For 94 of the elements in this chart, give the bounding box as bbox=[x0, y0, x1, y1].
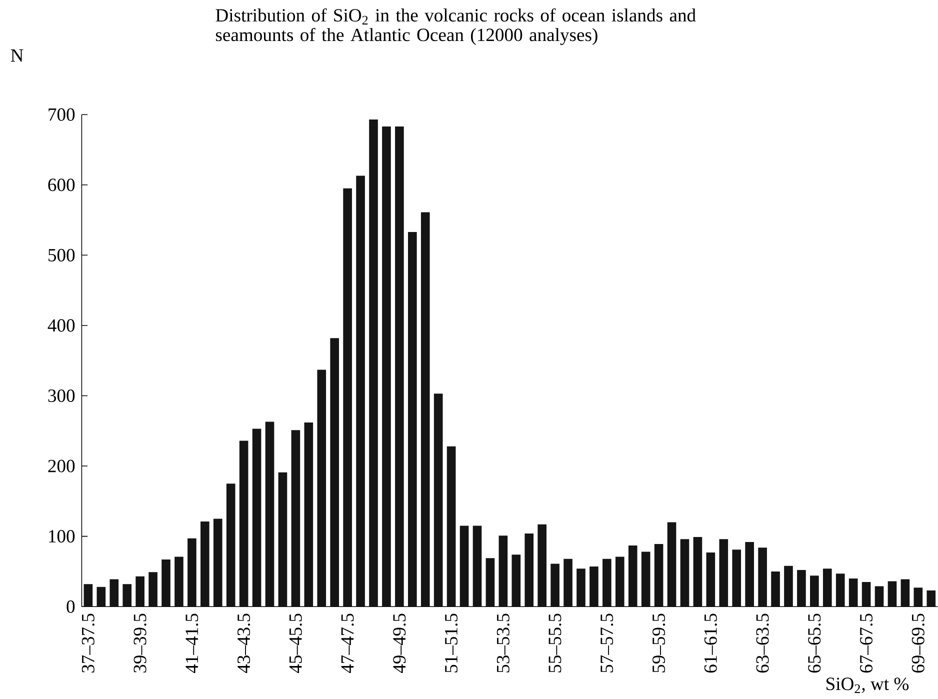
bar bbox=[590, 566, 598, 606]
bar bbox=[784, 566, 793, 606]
y-tick-label: 200 bbox=[48, 460, 75, 472]
bar bbox=[732, 549, 742, 606]
bar bbox=[265, 422, 274, 606]
bar bbox=[874, 586, 884, 606]
bar bbox=[797, 570, 806, 606]
bar bbox=[382, 126, 391, 606]
x-tick-label: 45–45.5 bbox=[289, 614, 302, 673]
bar bbox=[745, 542, 754, 606]
bar bbox=[848, 578, 858, 606]
x-tick-label: 37–37.5 bbox=[82, 614, 94, 672]
bar bbox=[304, 422, 314, 606]
bar bbox=[719, 538, 728, 606]
bar bbox=[213, 518, 222, 606]
bar bbox=[136, 576, 144, 606]
x-tick-label: 65–65.5 bbox=[808, 614, 821, 672]
y-tick-label: 500 bbox=[48, 248, 75, 262]
bar bbox=[110, 579, 119, 606]
x-tick-label: 51–51.5 bbox=[445, 614, 458, 672]
bar bbox=[836, 573, 845, 606]
y-tick-label: 600 bbox=[48, 178, 75, 191]
bar bbox=[252, 428, 262, 606]
bar bbox=[888, 581, 897, 606]
bar bbox=[356, 176, 365, 606]
bar bbox=[524, 533, 534, 606]
x-tick-label: 43–43.5 bbox=[238, 614, 250, 673]
bar bbox=[408, 232, 417, 606]
y-tick-label: 700 bbox=[48, 108, 75, 121]
bar bbox=[810, 575, 819, 606]
bar bbox=[395, 126, 404, 606]
y-tick-label: 300 bbox=[48, 389, 75, 402]
bar bbox=[174, 556, 184, 606]
bar bbox=[84, 584, 93, 606]
y-axis-title: N bbox=[10, 49, 24, 62]
y-tick-label: 0 bbox=[66, 600, 75, 613]
bar bbox=[122, 584, 132, 606]
bar bbox=[900, 579, 910, 606]
bar bbox=[434, 393, 443, 606]
bar bbox=[706, 552, 716, 606]
x-tick-label: 53–53.5 bbox=[496, 614, 510, 672]
bar bbox=[628, 545, 638, 606]
chart-title: Distribution of SiO$_{2}$ in the volcanic rocks of ocean islands and seamounts of the Atlantic Ocean (12000 analyses) bbox=[216, 8, 696, 45]
bar bbox=[291, 430, 300, 606]
bar bbox=[148, 572, 158, 606]
bar bbox=[472, 526, 482, 606]
bar bbox=[914, 587, 923, 606]
bar bbox=[317, 370, 326, 606]
x-tick-label: 69–69.5 bbox=[912, 614, 924, 672]
y-tick-label: 400 bbox=[48, 318, 75, 332]
x-tick-label: 63–63.5 bbox=[756, 614, 769, 672]
x-tick-label: 41–41.5 bbox=[186, 614, 198, 673]
bar bbox=[226, 483, 236, 606]
bar bbox=[564, 558, 572, 606]
bar bbox=[550, 564, 560, 606]
bar bbox=[369, 119, 378, 606]
x-tick-label: 55–55.5 bbox=[548, 614, 562, 672]
bar bbox=[460, 526, 469, 606]
bar bbox=[576, 568, 586, 606]
bar bbox=[343, 188, 352, 606]
x-tick-label: 61–61.5 bbox=[704, 614, 717, 672]
bar bbox=[654, 544, 664, 606]
bar bbox=[162, 559, 170, 606]
x-tick-label: 49–49.5 bbox=[393, 614, 406, 673]
bar bbox=[512, 554, 521, 606]
bar bbox=[667, 522, 676, 606]
bar bbox=[693, 536, 702, 606]
bar bbox=[486, 558, 495, 606]
bar bbox=[278, 472, 288, 606]
bar bbox=[188, 538, 196, 606]
bar bbox=[771, 571, 780, 606]
bar bbox=[641, 552, 650, 606]
bar bbox=[498, 535, 508, 606]
bar bbox=[446, 446, 456, 606]
bar bbox=[96, 586, 106, 606]
bar bbox=[862, 582, 871, 606]
bar bbox=[200, 521, 210, 606]
bar bbox=[926, 590, 936, 606]
bar bbox=[420, 212, 430, 606]
x-tick-label: 67–67.5 bbox=[860, 614, 873, 672]
y-tick-label: 100 bbox=[49, 530, 75, 542]
bar bbox=[680, 538, 690, 606]
x-tick-label: 47–47.5 bbox=[341, 614, 354, 673]
bar bbox=[602, 558, 612, 606]
x-tick-label: 39–39.5 bbox=[134, 614, 146, 672]
bar bbox=[330, 338, 339, 606]
bar bbox=[758, 547, 767, 606]
x-tick-label: 57–57.5 bbox=[600, 614, 614, 672]
x-axis-title: SiO$_{2}$, wt % bbox=[826, 677, 909, 693]
bar bbox=[538, 524, 546, 606]
bar bbox=[822, 568, 832, 606]
bar bbox=[615, 556, 624, 606]
x-tick-label: 59–59.5 bbox=[652, 614, 666, 672]
bar bbox=[239, 440, 248, 606]
